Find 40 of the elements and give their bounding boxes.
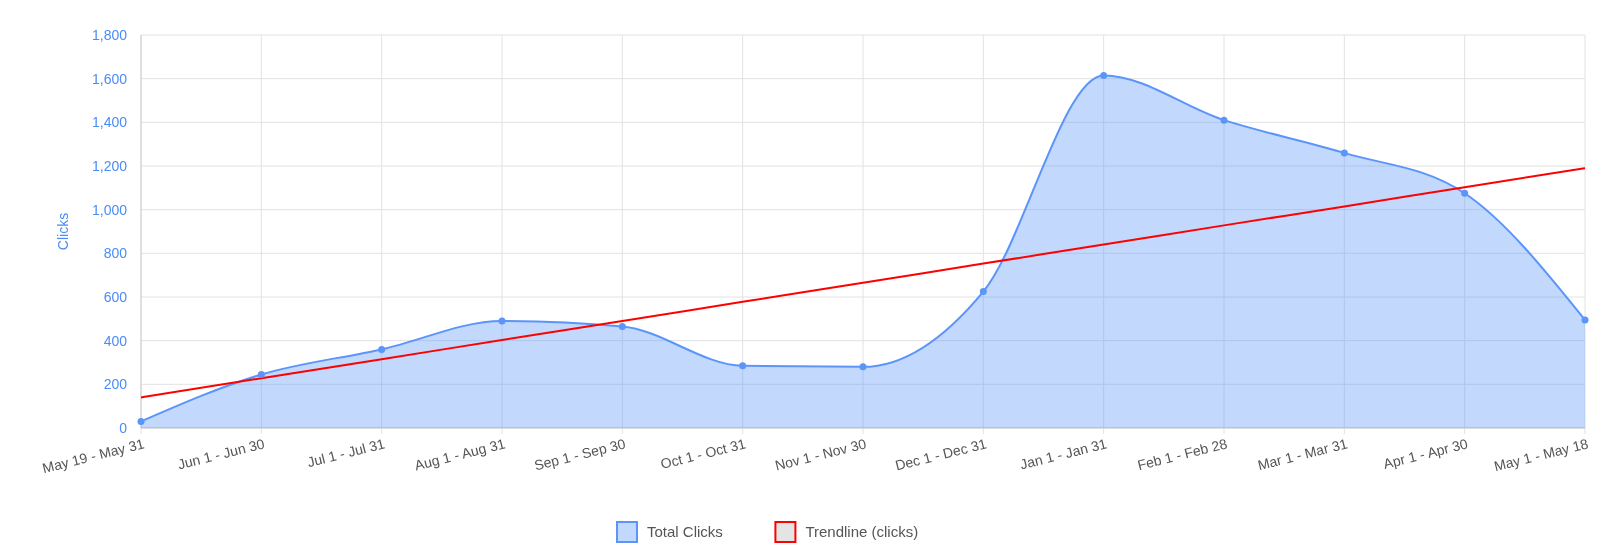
point: [498, 317, 506, 325]
x-tick-label: May 19 - May 31: [40, 435, 146, 477]
point: [859, 363, 867, 371]
point: [739, 362, 747, 370]
y-tick-label: 0: [119, 420, 128, 436]
y-tick-label: 1,400: [91, 114, 128, 131]
point: [1340, 149, 1348, 157]
x-tick-label: Oct 1 - Oct 31: [658, 435, 748, 472]
y-axis-title: Clicks: [55, 212, 71, 251]
x-tick-label: Apr 1 - Apr 30: [1381, 435, 1470, 472]
point: [1220, 116, 1228, 124]
point: [1461, 189, 1469, 197]
x-tick-label: Jul 1 - Jul 31: [305, 435, 387, 471]
y-tick-label: 200: [103, 376, 128, 393]
x-tick-label: Dec 1 - Dec 31: [893, 435, 989, 474]
x-tick-label: Jan 1 - Jan 31: [1018, 435, 1109, 473]
y-tick-label: 1,200: [91, 158, 128, 174]
y-tick-label: 1,600: [91, 70, 128, 87]
point: [1581, 316, 1589, 324]
x-tick-label: May 1 - May 18: [1492, 435, 1590, 475]
y-tick-label: 1,000: [91, 201, 128, 218]
point: [1100, 71, 1108, 79]
point: [378, 345, 386, 353]
point: [618, 322, 626, 330]
x-tick-label: Nov 1 - Nov 30: [773, 435, 868, 474]
point: [137, 417, 145, 425]
x-tick-label: Aug 1 - Aug 31: [412, 435, 507, 474]
y-tick-label: 400: [103, 332, 128, 349]
y-tick-label: 800: [103, 245, 128, 262]
x-tick-label: Jun 1 - Jun 30: [176, 435, 267, 473]
legend-label: Total Clicks: [647, 523, 723, 540]
point: [979, 288, 987, 296]
x-tick-label: Mar 1 - Mar 31: [1256, 435, 1350, 474]
x-tick-label: Feb 1 - Feb 28: [1135, 435, 1229, 474]
legend-label: Trendline (clicks): [805, 523, 919, 540]
line-series: [140, 167, 1586, 399]
y-tick-label: 600: [103, 289, 128, 305]
point: [257, 371, 265, 379]
x-tick-label: Sep 1 - Sep 30: [532, 435, 628, 474]
y-tick-label: 1,800: [91, 27, 128, 43]
